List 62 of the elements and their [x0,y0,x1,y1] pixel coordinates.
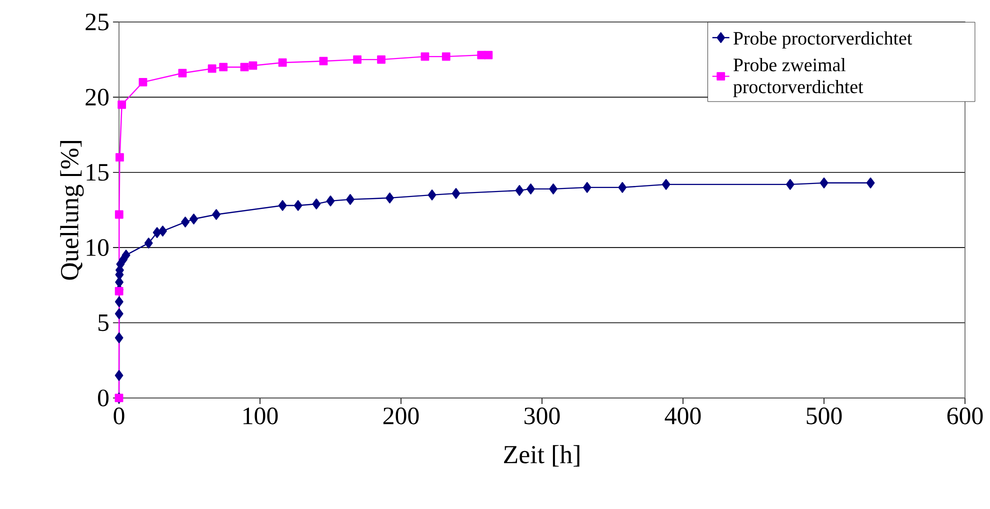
point [248,61,258,70]
point [618,182,627,193]
y-tick-label: 5 [98,314,109,332]
point [114,308,124,320]
y-axis-title: Quellung [%] [60,141,84,280]
point [240,62,249,72]
point [212,209,220,220]
point [420,52,430,61]
y-tick-label: 15 [86,164,109,181]
point [319,56,328,66]
point [219,62,228,72]
y-tick-label: 25 [86,14,109,30]
point [138,78,148,86]
point [515,185,524,196]
legend-label: Probe proctorverdichtet [734,31,912,49]
point [158,226,167,236]
point [118,100,126,109]
point [116,153,124,162]
x-tick-label: 400 [664,408,701,424]
point [786,179,794,190]
point [353,55,362,64]
point [326,196,335,206]
x-axis-title: Zeit [h] [504,445,580,467]
point [144,238,153,248]
point [208,64,216,73]
point [428,190,436,200]
point [346,194,354,205]
point [278,200,287,211]
y-tick-label: 0 [98,390,109,406]
point [181,216,190,228]
point [114,210,124,219]
point [582,182,592,193]
point [484,50,493,60]
point [386,192,394,204]
x-tick-label: 300 [524,408,560,424]
point [122,250,130,261]
x-tick-label: 600 [947,408,983,424]
point [820,178,828,188]
legend-label: Probe zweimal proctorverdichtet [733,58,864,98]
point [114,332,124,344]
point [377,55,386,64]
point [452,188,460,199]
point [662,179,670,190]
point [312,198,321,210]
point [114,296,124,308]
point [190,214,198,224]
point [114,370,124,381]
x-tick-label: 0 [114,408,124,424]
point [549,184,558,194]
point [114,287,124,296]
x-tick-label: 500 [806,408,842,424]
point [178,68,187,78]
point [866,178,875,188]
point [526,184,535,194]
y-tick-label: 20 [86,88,109,106]
x-tick-label: 100 [244,408,278,424]
point [278,58,287,67]
point [442,52,450,61]
y-tick-label: 10 [86,239,109,256]
point [152,227,162,238]
x-tick-label: 200 [383,408,419,424]
point [294,200,302,211]
